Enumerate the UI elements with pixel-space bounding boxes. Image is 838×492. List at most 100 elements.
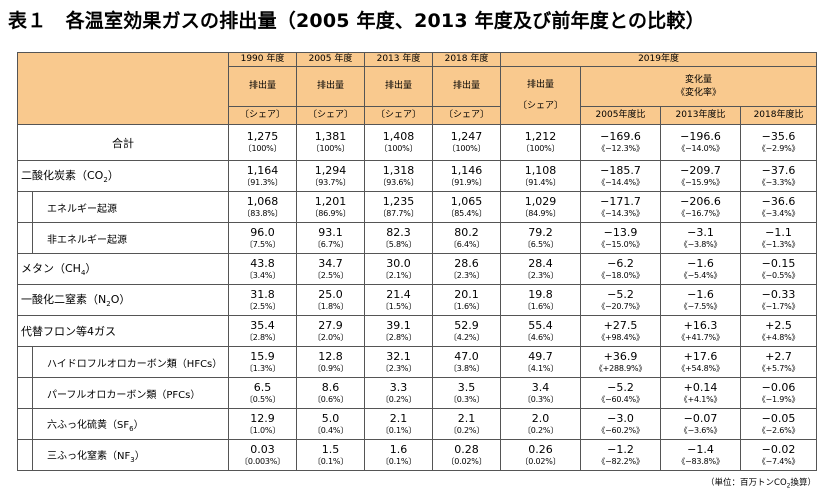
emission-value: 2.1 (457, 411, 476, 425)
change-value: −0.05 (761, 411, 796, 425)
emission-share: 〔6.5%〕 (522, 239, 559, 249)
indent-cell (17, 377, 33, 409)
emission-cell: 79.2 〔6.5%〕 (500, 222, 581, 254)
emission-value: 1,247 (450, 130, 483, 143)
row-label-close: ） (133, 419, 144, 431)
emissions-table: 1990 年度 2005 年度 2013 年度 2018 年度 2019年度 排… (17, 52, 818, 471)
emission-share: 〔0.003%〕 (240, 456, 285, 466)
change-cell: −1.4 《−83.8%》 (660, 439, 741, 471)
change-cell: −35.6 《−2.9%》 (739, 124, 818, 161)
emission-cell: 28.6 〔2.3%〕 (432, 253, 501, 285)
emission-value: 1,068 (246, 194, 279, 208)
change-value: −171.7 (600, 194, 641, 208)
change-cell: −6.2 《−18.0%》 (580, 253, 661, 285)
header-emissions-2019-label: 排出量 (526, 79, 554, 90)
change-rate: 《−16.7%》 (677, 208, 724, 218)
table-row-nf3: 三ふっ化窒素（NF3） 0.03 〔0.003%〕 1.5 〔0.1%〕 1.6 〔0.1%… (17, 439, 818, 471)
emission-value: 1,164 (246, 163, 279, 177)
change-rate: 《−7.5%》 (679, 301, 722, 311)
emission-cell: 25.0 〔1.8%〕 (296, 284, 365, 316)
emission-share: 〔1.8%〕 (312, 301, 349, 311)
header-change-rate-label: 《変化率》 (676, 87, 722, 98)
emission-cell: 39.1 〔2.8%〕 (364, 315, 433, 347)
change-cell: −1.6 《−5.4%》 (660, 253, 741, 285)
table-title: 表１ 各温室効果ガスの排出量（2005 年度、2013 年度及び前年度との比較） (8, 10, 705, 32)
change-cell: −196.6 《−14.0%》 (660, 124, 741, 161)
emission-share: 〔93.7%〕 (310, 177, 351, 187)
emission-share: 〔7.5%〕 (244, 239, 281, 249)
emission-cell: 2.1 〔0.2%〕 (432, 408, 501, 440)
change-cell: +2.7 《+5.7%》 (739, 346, 818, 378)
emission-value: 20.1 (454, 287, 479, 301)
header-change-label: 変化量 (685, 74, 713, 85)
emission-share: 〔1.0%〕 (244, 425, 281, 435)
emission-value: 1,029 (524, 194, 557, 208)
emission-cell: 1.5 〔0.1%〕 (296, 439, 365, 471)
emission-cell: 1,381 〔100%〕 (296, 124, 365, 161)
change-rate: 《−14.4%》 (597, 177, 644, 187)
row-label-ch4: メタン（CH4） (17, 253, 229, 285)
header-share-2013: 〔シェア〕 (364, 106, 433, 125)
emission-share: 〔91.3%〕 (242, 177, 283, 187)
change-rate: 《−60.4%》 (597, 394, 644, 404)
emission-value: 82.3 (386, 225, 411, 239)
emission-share: 〔0.02%〕 (446, 456, 487, 466)
emission-share: 〔0.3%〕 (448, 394, 485, 404)
row-label-text: 一酸化二窒素（N (21, 293, 107, 307)
emission-share: 〔0.4%〕 (312, 425, 349, 435)
change-cell: +2.5 《+4.8%》 (739, 315, 818, 347)
change-value: −209.7 (680, 163, 721, 177)
change-rate: 《+288.9%》 (594, 363, 647, 373)
change-value: −196.6 (680, 130, 721, 143)
emission-cell: 34.7 〔2.5%〕 (296, 253, 365, 285)
change-cell: +16.3 《+41.7%》 (660, 315, 741, 347)
change-rate: 《+5.7%》 (757, 363, 800, 373)
change-cell: −5.2 《−60.4%》 (580, 377, 661, 409)
change-value: +27.5 (603, 318, 638, 332)
change-value: −0.06 (761, 380, 796, 394)
row-label-close: ） (134, 450, 145, 462)
table-row-ch4: メタン（CH4） 43.8 〔3.4%〕 34.7 〔2.5%〕 30.0 〔2.1%〕 28… (17, 253, 818, 285)
emission-value: 47.0 (454, 349, 479, 363)
emission-value: 96.0 (250, 225, 275, 239)
emission-share: 〔0.2%〕 (448, 425, 485, 435)
emission-value: 3.4 (531, 380, 550, 394)
change-value: −1.6 (687, 287, 714, 301)
emission-cell: 0.03 〔0.003%〕 (228, 439, 297, 471)
emission-value: 15.9 (250, 349, 275, 363)
table-row-fgas: 代替フロン等4ガス 35.4 〔2.8%〕 27.9 〔2.0%〕 39.1 〔2.8%〕 5… (17, 315, 818, 347)
emission-share: 〔1.3%〕 (244, 363, 281, 373)
row-label-text: パーフルオロカーボン類（PFCs） (47, 389, 201, 401)
emission-value: 2.0 (531, 411, 550, 425)
change-rate: 《−2.6%》 (757, 425, 800, 435)
table-row-energy: エネルギー起源 1,068 〔83.8%〕 1,201 〔86.9%〕 1,235 〔87.… (17, 191, 818, 223)
header-2019: 2019年度 (499, 52, 818, 67)
emission-share: 〔100%〕 (379, 144, 418, 153)
header-2013: 2013 年度 (364, 52, 433, 67)
emission-cell: 1,029 〔84.9%〕 (500, 191, 581, 223)
emission-value: 34.7 (318, 256, 343, 270)
emission-share: 〔3.4%〕 (244, 270, 281, 280)
emission-share: 〔2.3%〕 (448, 270, 485, 280)
emission-share: 〔86.9%〕 (310, 208, 351, 218)
emission-share: 〔1.5%〕 (380, 301, 417, 311)
emission-value: 2.1 (389, 411, 408, 425)
emission-cell: 28.4 〔2.3%〕 (500, 253, 581, 285)
emission-share: 〔6.7%〕 (312, 239, 349, 249)
emission-share: 〔2.3%〕 (380, 363, 417, 373)
change-value: −5.2 (607, 287, 634, 301)
emission-cell: 1,108 〔91.4%〕 (500, 160, 581, 192)
emission-share: 〔0.6%〕 (312, 394, 349, 404)
header-emissions-2019: 排出量 〔シェア〕 (500, 66, 581, 125)
unit-note: （単位：百万トンCO2換算） (706, 476, 816, 490)
row-label-text: 三ふっ化窒素（NF (47, 450, 131, 462)
table-row-total: 合計 1,275 〔100%〕 1,381 〔100%〕 1,408 〔100%〕 1,247… (17, 124, 818, 161)
emission-cell: 96.0 〔7.5%〕 (228, 222, 297, 254)
change-value: −13.9 (603, 225, 638, 239)
emission-share: 〔91.9%〕 (446, 177, 487, 187)
emission-cell: 1,247 〔100%〕 (432, 124, 501, 161)
row-label-text: 六ふっ化硫黄（SF (47, 419, 130, 431)
emission-share: 〔1.6%〕 (448, 301, 485, 311)
emission-cell: 55.4 〔4.6%〕 (500, 315, 581, 347)
change-value: +2.5 (765, 318, 792, 332)
